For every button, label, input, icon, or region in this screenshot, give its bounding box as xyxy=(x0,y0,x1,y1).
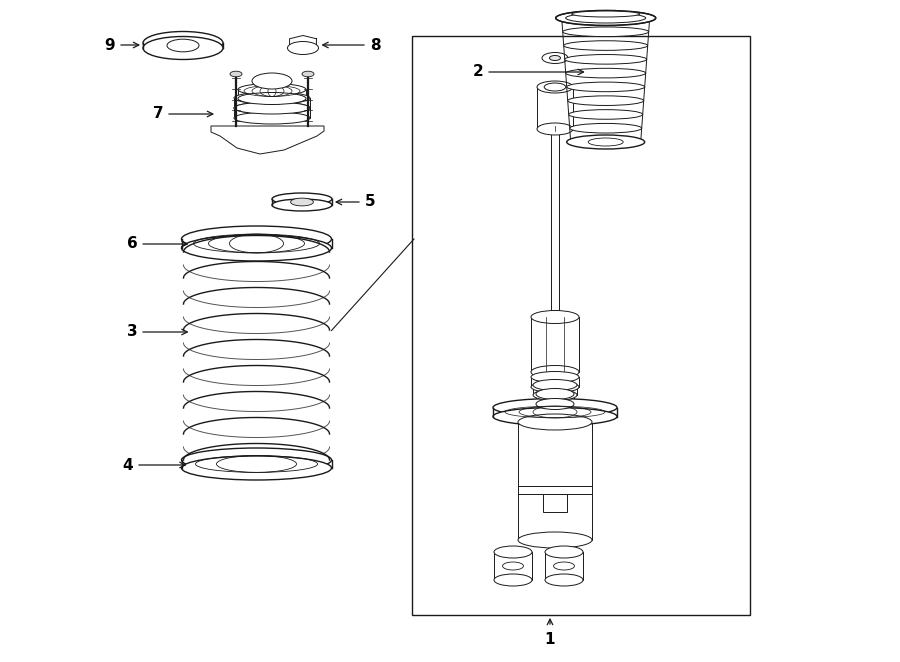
Ellipse shape xyxy=(531,365,579,379)
Ellipse shape xyxy=(234,102,310,114)
Ellipse shape xyxy=(533,389,577,401)
Bar xyxy=(494,552,532,580)
Text: 1: 1 xyxy=(544,632,555,647)
Ellipse shape xyxy=(537,123,573,135)
Ellipse shape xyxy=(567,82,644,92)
Ellipse shape xyxy=(544,83,566,91)
Polygon shape xyxy=(211,126,324,154)
Ellipse shape xyxy=(533,379,577,391)
Text: 2: 2 xyxy=(472,64,583,79)
Ellipse shape xyxy=(566,68,645,78)
Bar xyxy=(537,87,573,129)
Ellipse shape xyxy=(234,102,310,114)
Polygon shape xyxy=(290,36,317,48)
Text: 6: 6 xyxy=(127,236,187,252)
Ellipse shape xyxy=(494,574,532,586)
Ellipse shape xyxy=(493,399,617,416)
Bar xyxy=(545,552,583,580)
Ellipse shape xyxy=(272,193,332,205)
Bar xyxy=(234,98,310,108)
Ellipse shape xyxy=(537,81,573,93)
Ellipse shape xyxy=(234,112,310,124)
Ellipse shape xyxy=(531,381,579,393)
Ellipse shape xyxy=(572,11,640,17)
Text: 7: 7 xyxy=(153,107,212,122)
Bar xyxy=(531,377,579,387)
Ellipse shape xyxy=(542,52,568,64)
Ellipse shape xyxy=(143,36,223,60)
Text: 8: 8 xyxy=(323,38,381,52)
Ellipse shape xyxy=(531,310,579,324)
Ellipse shape xyxy=(536,399,574,410)
Ellipse shape xyxy=(272,199,332,211)
Ellipse shape xyxy=(562,13,650,23)
Ellipse shape xyxy=(545,546,583,558)
Bar xyxy=(238,89,306,99)
Ellipse shape xyxy=(518,414,592,430)
Text: 5: 5 xyxy=(337,195,375,209)
Bar xyxy=(412,36,750,615)
Text: 4: 4 xyxy=(122,457,185,473)
Ellipse shape xyxy=(562,27,649,36)
Ellipse shape xyxy=(230,71,242,77)
Ellipse shape xyxy=(571,137,641,147)
Ellipse shape xyxy=(568,96,644,105)
Bar xyxy=(543,494,567,512)
Ellipse shape xyxy=(555,11,656,26)
Bar xyxy=(533,385,577,395)
Ellipse shape xyxy=(563,41,648,50)
Ellipse shape xyxy=(531,371,579,383)
Ellipse shape xyxy=(545,574,583,586)
Bar xyxy=(518,422,592,540)
Ellipse shape xyxy=(570,123,642,133)
Ellipse shape xyxy=(569,110,643,119)
Ellipse shape xyxy=(238,93,306,105)
Bar xyxy=(531,317,579,372)
Ellipse shape xyxy=(564,54,647,64)
Ellipse shape xyxy=(182,226,331,252)
Text: 9: 9 xyxy=(104,38,139,52)
Bar xyxy=(234,108,310,118)
Ellipse shape xyxy=(291,198,313,206)
Ellipse shape xyxy=(302,71,314,77)
Ellipse shape xyxy=(182,456,331,480)
Ellipse shape xyxy=(536,389,574,399)
Ellipse shape xyxy=(143,32,223,54)
Ellipse shape xyxy=(550,56,561,60)
Bar xyxy=(536,394,574,404)
Ellipse shape xyxy=(238,83,306,95)
Ellipse shape xyxy=(287,42,319,54)
Ellipse shape xyxy=(493,408,617,426)
Ellipse shape xyxy=(182,235,331,261)
Ellipse shape xyxy=(494,546,532,558)
Ellipse shape xyxy=(234,92,310,104)
Ellipse shape xyxy=(252,73,292,89)
Text: 3: 3 xyxy=(127,324,187,340)
Ellipse shape xyxy=(182,448,331,472)
Ellipse shape xyxy=(567,135,644,149)
Ellipse shape xyxy=(518,532,592,548)
